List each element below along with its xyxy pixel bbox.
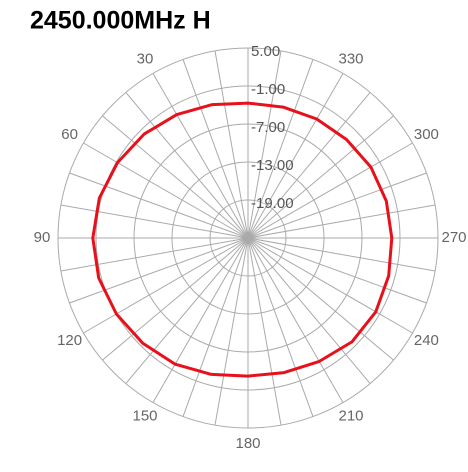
theta-tick-label: 270 [441,229,466,246]
spoke [247,142,413,239]
pattern-line [91,101,394,378]
spoke [247,115,394,239]
spoke [247,73,344,239]
r-tick-label: -13.00 [251,157,294,174]
theta-tick-label: 330 [338,51,363,68]
ring [171,161,325,315]
spoke [214,237,249,426]
spoke [152,73,249,239]
spoke [60,237,249,272]
ring [95,85,401,391]
theta-tick-label: 60 [61,126,78,143]
spoke [247,92,371,239]
spoke [247,237,413,334]
spoke [247,237,371,384]
r-tick-label: -19.00 [251,195,294,212]
spoke [102,115,249,239]
spoke [247,237,394,361]
theta-tick-label: 30 [137,51,154,68]
spoke [182,237,249,417]
spoke [83,237,249,334]
spoke [60,204,249,239]
spoke [247,172,427,239]
spoke [214,50,249,239]
ring [209,199,287,277]
theta-tick-label: 150 [132,407,157,424]
theta-tick-label: 90 [34,229,51,246]
r-tick-label: -1.00 [251,81,285,98]
ring [133,123,363,353]
theta-tick-label: 120 [57,332,82,349]
r-tick-label: 5.00 [251,43,280,60]
theta-tick-label: 210 [338,407,363,424]
theta-tick-label: 240 [414,332,439,349]
spoke [247,50,282,239]
spoke [247,237,344,403]
spoke [125,92,249,239]
spoke [102,237,249,361]
chart-title: 2450.000MHz H [30,7,211,35]
ring [57,47,439,429]
spoke [182,59,249,239]
spoke [247,237,282,426]
spoke [247,237,427,304]
theta-tick-label: 180 [235,435,260,452]
spoke [69,237,249,304]
spoke [247,59,314,239]
spoke [247,237,436,272]
spoke [247,204,436,239]
theta-tick-label: 300 [414,126,439,143]
r-tick-label: -7.00 [251,119,285,136]
spoke [152,237,249,403]
spoke [83,142,249,239]
spoke [247,237,314,417]
spoke [125,237,249,384]
spoke [69,172,249,239]
